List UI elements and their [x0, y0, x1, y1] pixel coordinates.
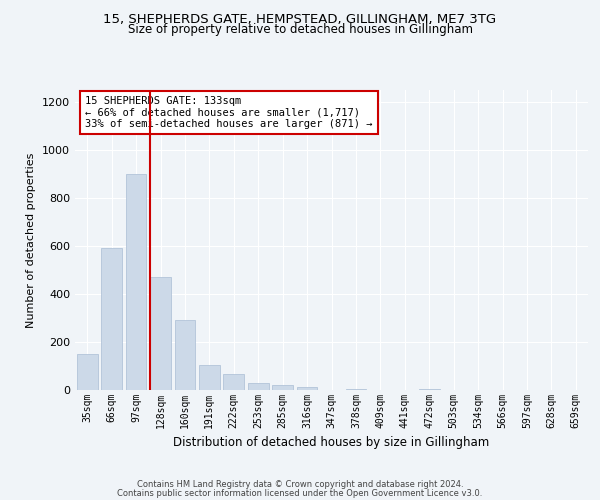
Text: Contains public sector information licensed under the Open Government Licence v3: Contains public sector information licen…	[118, 488, 482, 498]
Bar	[223, 374, 244, 390]
Bar	[272, 385, 293, 390]
Bar	[248, 384, 269, 390]
Bar	[199, 365, 220, 390]
X-axis label: Distribution of detached houses by size in Gillingham: Distribution of detached houses by size …	[173, 436, 490, 450]
Bar	[101, 248, 122, 390]
Bar	[125, 174, 146, 390]
Bar	[175, 320, 196, 390]
Text: Size of property relative to detached houses in Gillingham: Size of property relative to detached ho…	[128, 22, 473, 36]
Bar	[150, 277, 171, 390]
Text: 15 SHEPHERDS GATE: 133sqm
← 66% of detached houses are smaller (1,717)
33% of se: 15 SHEPHERDS GATE: 133sqm ← 66% of detac…	[85, 96, 373, 129]
Bar	[77, 354, 98, 390]
Text: Contains HM Land Registry data © Crown copyright and database right 2024.: Contains HM Land Registry data © Crown c…	[137, 480, 463, 489]
Bar	[346, 389, 367, 390]
Text: 15, SHEPHERDS GATE, HEMPSTEAD, GILLINGHAM, ME7 3TG: 15, SHEPHERDS GATE, HEMPSTEAD, GILLINGHA…	[103, 12, 497, 26]
Y-axis label: Number of detached properties: Number of detached properties	[26, 152, 37, 328]
Bar	[419, 389, 440, 390]
Bar	[296, 387, 317, 390]
